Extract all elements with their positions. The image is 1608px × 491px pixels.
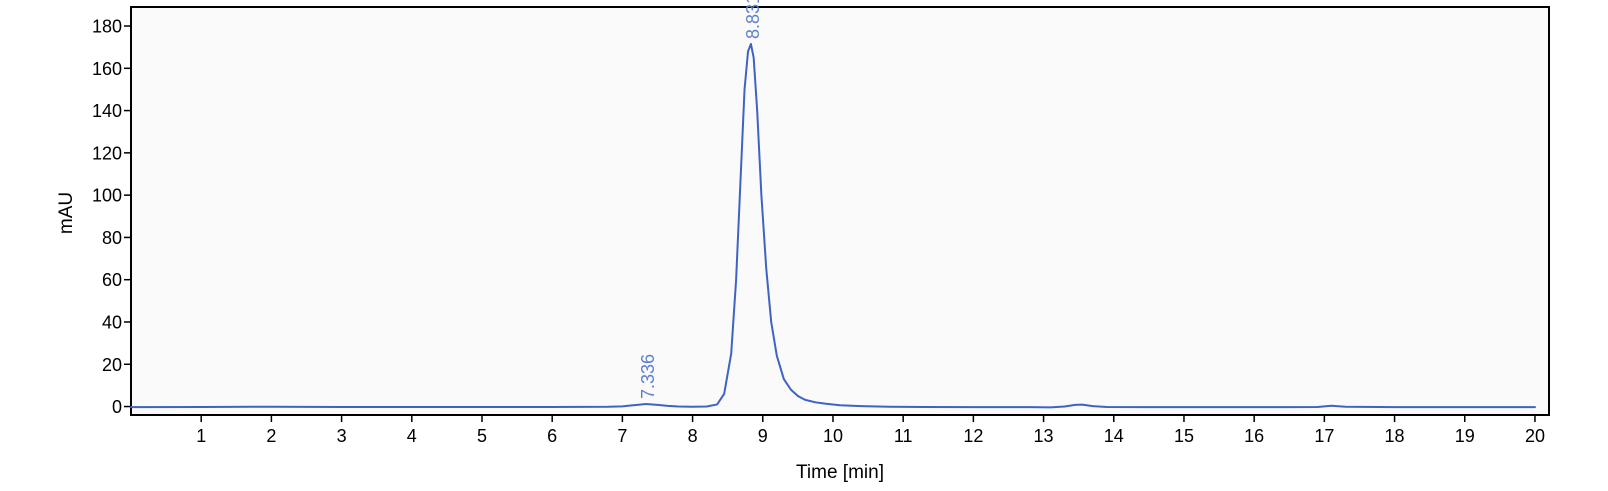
x-tick-label: 17 xyxy=(1314,426,1334,446)
y-axis-label: mAU xyxy=(56,192,77,234)
peak-label: 8.831 xyxy=(743,0,763,39)
x-tick-label: 10 xyxy=(823,426,843,446)
x-tick-label: 20 xyxy=(1525,426,1545,446)
y-tick-label: 160 xyxy=(92,59,122,79)
x-tick-label: 12 xyxy=(963,426,983,446)
y-tick-label: 60 xyxy=(102,270,122,290)
y-tick-label: 100 xyxy=(92,186,122,206)
annotations-layer: 7.336 8.831 xyxy=(638,0,763,399)
y-tick-label: 180 xyxy=(92,17,122,37)
x-tick-label: 5 xyxy=(477,426,487,446)
y-tick-label: 80 xyxy=(102,228,122,248)
series-layer xyxy=(130,42,1536,409)
x-tick-label: 3 xyxy=(337,426,347,446)
x-tick-label: 9 xyxy=(758,426,768,446)
plot-frame xyxy=(130,6,1550,416)
x-tick-label: 8 xyxy=(688,426,698,446)
x-tick-label: 16 xyxy=(1244,426,1264,446)
y-tick-label: 40 xyxy=(102,312,122,332)
x-tick-label: 1 xyxy=(196,426,206,446)
y-tick-label: 0 xyxy=(112,397,122,417)
y-tick-label: 120 xyxy=(92,143,122,163)
x-tick-label: 19 xyxy=(1455,426,1475,446)
y-tick-label: 20 xyxy=(102,355,122,375)
x-tick-label: 11 xyxy=(894,426,913,446)
x-tick-label: 13 xyxy=(1034,426,1054,446)
chromatogram-trace-1 xyxy=(130,42,1536,409)
x-tick-label: 7 xyxy=(617,426,627,446)
x-tick-label: 2 xyxy=(266,426,276,446)
x-tick-label: 14 xyxy=(1104,426,1124,446)
y-tick-label: 140 xyxy=(92,101,122,121)
x-axis-label: Time [min] xyxy=(796,462,884,483)
x-tick-label: 6 xyxy=(547,426,557,446)
x-tick-label: 4 xyxy=(407,426,417,446)
x-tick-label: 18 xyxy=(1385,426,1405,446)
x-tick-label: 15 xyxy=(1174,426,1194,446)
peak-label: 7.336 xyxy=(638,354,658,399)
